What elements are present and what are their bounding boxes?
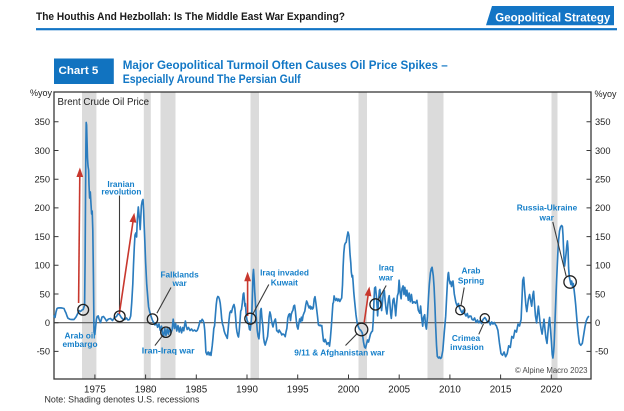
svg-text:war: war — [171, 278, 187, 288]
svg-text:2010: 2010 — [439, 385, 461, 396]
svg-text:war: war — [378, 273, 394, 283]
svg-text:300: 300 — [34, 146, 50, 156]
svg-text:250: 250 — [595, 175, 611, 185]
svg-text:Iran-Iraq war: Iran-Iraq war — [142, 346, 196, 356]
svg-text:250: 250 — [34, 175, 50, 185]
svg-text:1980: 1980 — [135, 385, 157, 396]
svg-text:100: 100 — [595, 261, 611, 271]
svg-text:invasion: invasion — [450, 342, 484, 352]
svg-text:2000: 2000 — [338, 385, 360, 396]
svg-text:Kuwait: Kuwait — [271, 278, 298, 288]
svg-text:-50: -50 — [37, 347, 50, 357]
svg-text:Falklands: Falklands — [160, 270, 199, 280]
svg-text:Arab oil: Arab oil — [65, 331, 96, 341]
svg-text:0: 0 — [45, 318, 50, 328]
svg-text:2005: 2005 — [388, 385, 410, 396]
svg-text:Note: Shading denotes U.S. rec: Note: Shading denotes U.S. recessions — [45, 395, 200, 405]
svg-text:%yoy: %yoy — [30, 88, 53, 98]
svg-text:1975: 1975 — [84, 385, 106, 396]
svg-text:Iraq: Iraq — [379, 263, 394, 273]
svg-text:war: war — [539, 213, 555, 223]
svg-text:200: 200 — [34, 203, 50, 213]
svg-text:Russia-Ukraine: Russia-Ukraine — [517, 203, 578, 213]
svg-text:The Houthis And Hezbollah: Is: The Houthis And Hezbollah: Is The Middle… — [36, 11, 345, 23]
svg-text:Brent Crude Oil Price: Brent Crude Oil Price — [58, 97, 150, 108]
svg-text:200: 200 — [595, 203, 611, 213]
svg-text:50: 50 — [40, 289, 50, 299]
svg-text:Spring: Spring — [458, 276, 484, 286]
svg-text:Chart 5: Chart 5 — [59, 65, 99, 77]
svg-text:2015: 2015 — [490, 385, 512, 396]
svg-text:300: 300 — [595, 146, 611, 156]
svg-text:Crimea: Crimea — [452, 333, 481, 343]
svg-text:9/11 & Afghanistan war: 9/11 & Afghanistan war — [294, 348, 385, 358]
svg-text:0: 0 — [595, 318, 600, 328]
svg-text:150: 150 — [595, 232, 611, 242]
svg-text:Major Geopolitical Turmoil Oft: Major Geopolitical Turmoil Often Causes … — [123, 58, 448, 72]
svg-text:-50: -50 — [595, 347, 608, 357]
svg-text:%yoy: %yoy — [595, 89, 618, 99]
svg-text:Iraq invaded: Iraq invaded — [260, 268, 309, 278]
svg-text:50: 50 — [595, 289, 605, 299]
svg-text:Geopolitical Strategy: Geopolitical Strategy — [495, 11, 611, 24]
svg-text:1985: 1985 — [185, 385, 207, 396]
svg-text:350: 350 — [595, 117, 611, 127]
svg-text:© Alpine Macro 2023: © Alpine Macro 2023 — [515, 366, 588, 375]
svg-text:100: 100 — [34, 261, 50, 271]
svg-text:2020: 2020 — [540, 385, 562, 396]
svg-text:Especially Around The Persian: Especially Around The Persian Gulf — [123, 72, 301, 86]
svg-text:Arab: Arab — [462, 266, 481, 276]
svg-text:350: 350 — [34, 117, 50, 127]
svg-text:150: 150 — [34, 232, 50, 242]
svg-text:revolution: revolution — [101, 187, 141, 197]
svg-text:Iranian: Iranian — [107, 179, 134, 189]
svg-text:1990: 1990 — [236, 385, 258, 396]
svg-text:1995: 1995 — [287, 385, 309, 396]
svg-text:embargo: embargo — [62, 339, 97, 349]
